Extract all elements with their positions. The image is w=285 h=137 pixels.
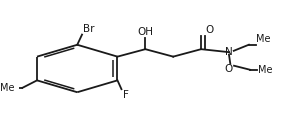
Text: F: F — [123, 90, 129, 100]
Text: O: O — [225, 64, 233, 74]
Text: N: N — [225, 47, 233, 57]
Text: Me: Me — [258, 65, 272, 75]
Text: O: O — [205, 25, 213, 35]
Text: Me: Me — [0, 83, 15, 93]
Text: OH: OH — [137, 27, 153, 37]
Text: Me: Me — [256, 34, 271, 44]
Text: Br: Br — [83, 24, 95, 34]
